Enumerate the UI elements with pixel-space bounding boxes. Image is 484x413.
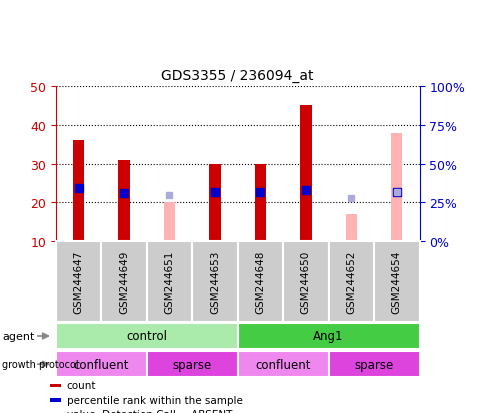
Bar [328,242,373,322]
Text: count: count [66,380,96,391]
Bar [254,164,266,242]
Bar [237,351,328,377]
Text: confluent: confluent [255,358,310,371]
Text: GSM244648: GSM244648 [255,250,265,313]
Bar [345,214,356,242]
Text: value, Detection Call = ABSENT: value, Detection Call = ABSENT [66,409,231,413]
Text: GSM244647: GSM244647 [74,250,83,313]
Bar [209,164,220,242]
Bar [192,242,237,322]
Bar [300,106,311,242]
Bar [237,242,283,322]
Bar [237,323,419,349]
Text: GSM244651: GSM244651 [164,250,174,313]
Bar [73,141,84,242]
Bar [146,351,237,377]
Text: GSM244653: GSM244653 [210,250,219,313]
Bar [56,242,101,322]
Bar [56,323,237,349]
Bar [390,133,402,242]
Bar [373,242,419,322]
Text: control: control [126,330,167,343]
Text: GSM244650: GSM244650 [300,250,310,313]
Bar [50,399,61,401]
Bar [283,242,328,322]
Bar [56,351,146,377]
Bar [101,242,146,322]
Text: percentile rank within the sample: percentile rank within the sample [66,395,242,405]
Text: GSM244649: GSM244649 [119,250,129,313]
Bar [328,351,419,377]
Text: sparse: sparse [172,358,212,371]
Text: sparse: sparse [354,358,393,371]
Bar [164,203,175,242]
Bar [50,384,61,387]
Text: confluent: confluent [74,358,129,371]
Text: GSM244652: GSM244652 [346,250,356,313]
Text: agent: agent [2,331,35,341]
Bar [118,160,129,242]
Text: growth protocol: growth protocol [2,359,79,369]
Bar [146,242,192,322]
Title: GDS3355 / 236094_at: GDS3355 / 236094_at [161,69,313,83]
Text: Ang1: Ang1 [313,330,343,343]
Text: GSM244654: GSM244654 [391,250,401,313]
